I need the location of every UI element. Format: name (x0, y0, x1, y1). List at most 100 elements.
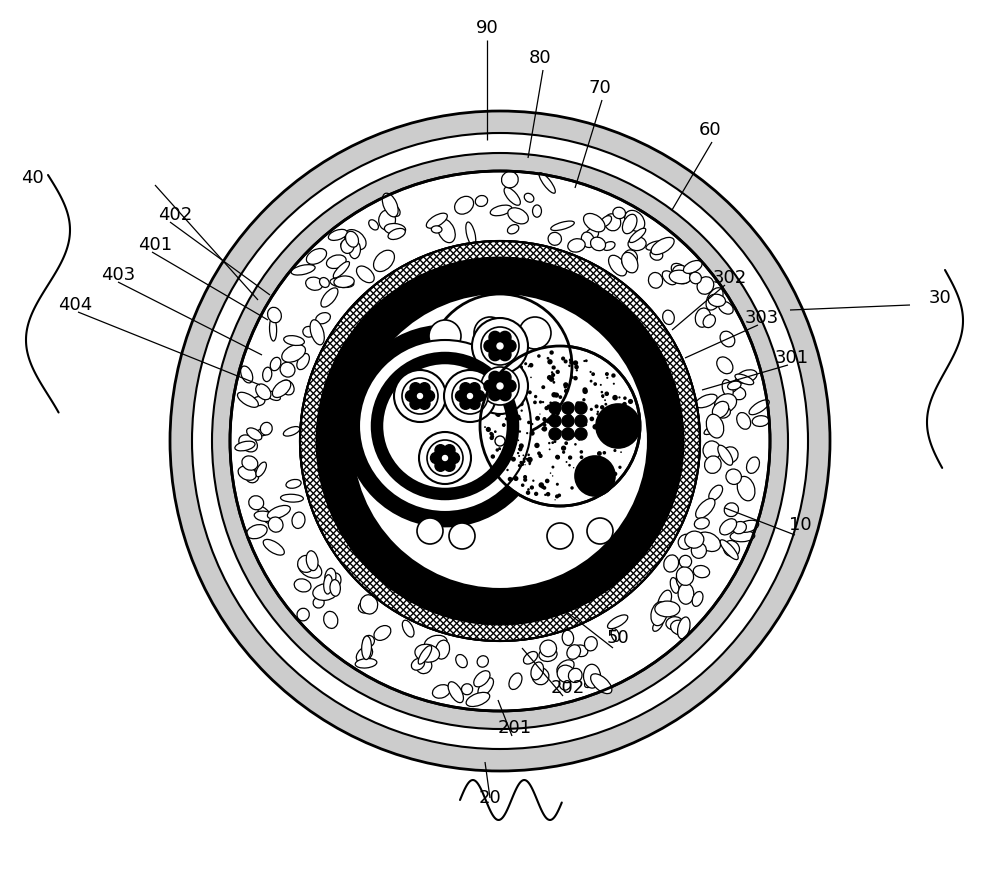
Circle shape (580, 450, 583, 453)
Ellipse shape (628, 237, 646, 250)
Ellipse shape (258, 506, 273, 524)
Circle shape (575, 402, 587, 414)
Ellipse shape (600, 216, 612, 227)
Ellipse shape (466, 692, 490, 706)
Circle shape (542, 426, 547, 431)
Circle shape (567, 405, 571, 409)
Circle shape (528, 461, 531, 464)
Circle shape (563, 431, 566, 433)
Ellipse shape (603, 242, 615, 250)
Ellipse shape (316, 312, 330, 324)
Circle shape (317, 258, 683, 624)
Ellipse shape (718, 445, 733, 465)
Circle shape (504, 380, 516, 392)
Text: 20: 20 (479, 789, 501, 807)
Ellipse shape (567, 645, 581, 659)
Circle shape (521, 483, 524, 487)
Circle shape (568, 464, 571, 467)
Circle shape (527, 453, 530, 456)
Circle shape (489, 348, 501, 361)
Circle shape (317, 258, 683, 624)
Circle shape (568, 455, 572, 460)
Circle shape (541, 485, 545, 489)
Ellipse shape (704, 422, 722, 435)
Circle shape (406, 391, 416, 401)
Circle shape (546, 492, 550, 497)
Circle shape (502, 423, 506, 427)
Circle shape (456, 391, 466, 401)
Ellipse shape (416, 658, 432, 674)
Circle shape (387, 358, 413, 384)
Circle shape (469, 383, 480, 393)
Ellipse shape (646, 241, 665, 250)
Ellipse shape (256, 462, 266, 477)
Ellipse shape (384, 223, 406, 235)
Circle shape (615, 443, 619, 446)
Circle shape (528, 365, 530, 367)
Circle shape (472, 318, 528, 374)
Circle shape (547, 357, 549, 360)
Ellipse shape (324, 575, 332, 594)
Ellipse shape (679, 556, 692, 568)
Ellipse shape (247, 525, 267, 539)
Circle shape (549, 415, 561, 427)
Ellipse shape (313, 584, 338, 601)
Circle shape (523, 478, 527, 482)
Circle shape (429, 320, 461, 352)
Text: 402: 402 (158, 206, 192, 224)
Circle shape (583, 360, 585, 363)
Ellipse shape (282, 345, 305, 363)
Ellipse shape (382, 193, 398, 217)
Circle shape (589, 484, 591, 485)
Ellipse shape (694, 518, 709, 529)
Circle shape (519, 430, 521, 433)
Ellipse shape (648, 273, 663, 288)
Circle shape (556, 370, 560, 374)
Ellipse shape (655, 601, 680, 617)
Circle shape (611, 373, 616, 377)
Circle shape (513, 399, 515, 400)
Ellipse shape (238, 467, 256, 481)
Ellipse shape (613, 207, 625, 219)
Ellipse shape (272, 380, 291, 398)
Circle shape (544, 494, 546, 496)
Circle shape (496, 448, 499, 452)
Circle shape (417, 518, 443, 544)
Ellipse shape (720, 519, 737, 534)
Ellipse shape (478, 678, 493, 696)
Ellipse shape (584, 213, 605, 232)
Circle shape (592, 487, 594, 489)
Text: 303: 303 (745, 309, 779, 327)
Text: 10: 10 (789, 516, 811, 534)
Ellipse shape (320, 278, 329, 288)
Ellipse shape (260, 422, 272, 435)
Ellipse shape (737, 520, 759, 533)
Circle shape (527, 421, 531, 424)
Circle shape (514, 397, 517, 400)
Circle shape (489, 332, 501, 343)
Ellipse shape (604, 213, 621, 231)
Ellipse shape (539, 173, 555, 193)
Circle shape (569, 358, 572, 362)
Ellipse shape (436, 640, 450, 659)
Circle shape (444, 460, 455, 471)
Ellipse shape (356, 266, 374, 283)
Circle shape (574, 443, 577, 445)
Circle shape (567, 414, 570, 416)
Circle shape (604, 400, 606, 401)
Circle shape (582, 389, 588, 394)
Ellipse shape (363, 635, 374, 647)
Ellipse shape (270, 357, 281, 370)
Circle shape (567, 414, 572, 419)
Circle shape (542, 485, 545, 488)
Ellipse shape (623, 250, 637, 265)
Circle shape (537, 452, 541, 455)
Circle shape (534, 443, 540, 448)
Ellipse shape (691, 542, 706, 558)
Circle shape (559, 430, 562, 433)
Circle shape (596, 413, 599, 415)
Ellipse shape (712, 401, 729, 418)
Circle shape (597, 459, 599, 460)
Ellipse shape (706, 415, 724, 438)
Ellipse shape (581, 232, 594, 248)
